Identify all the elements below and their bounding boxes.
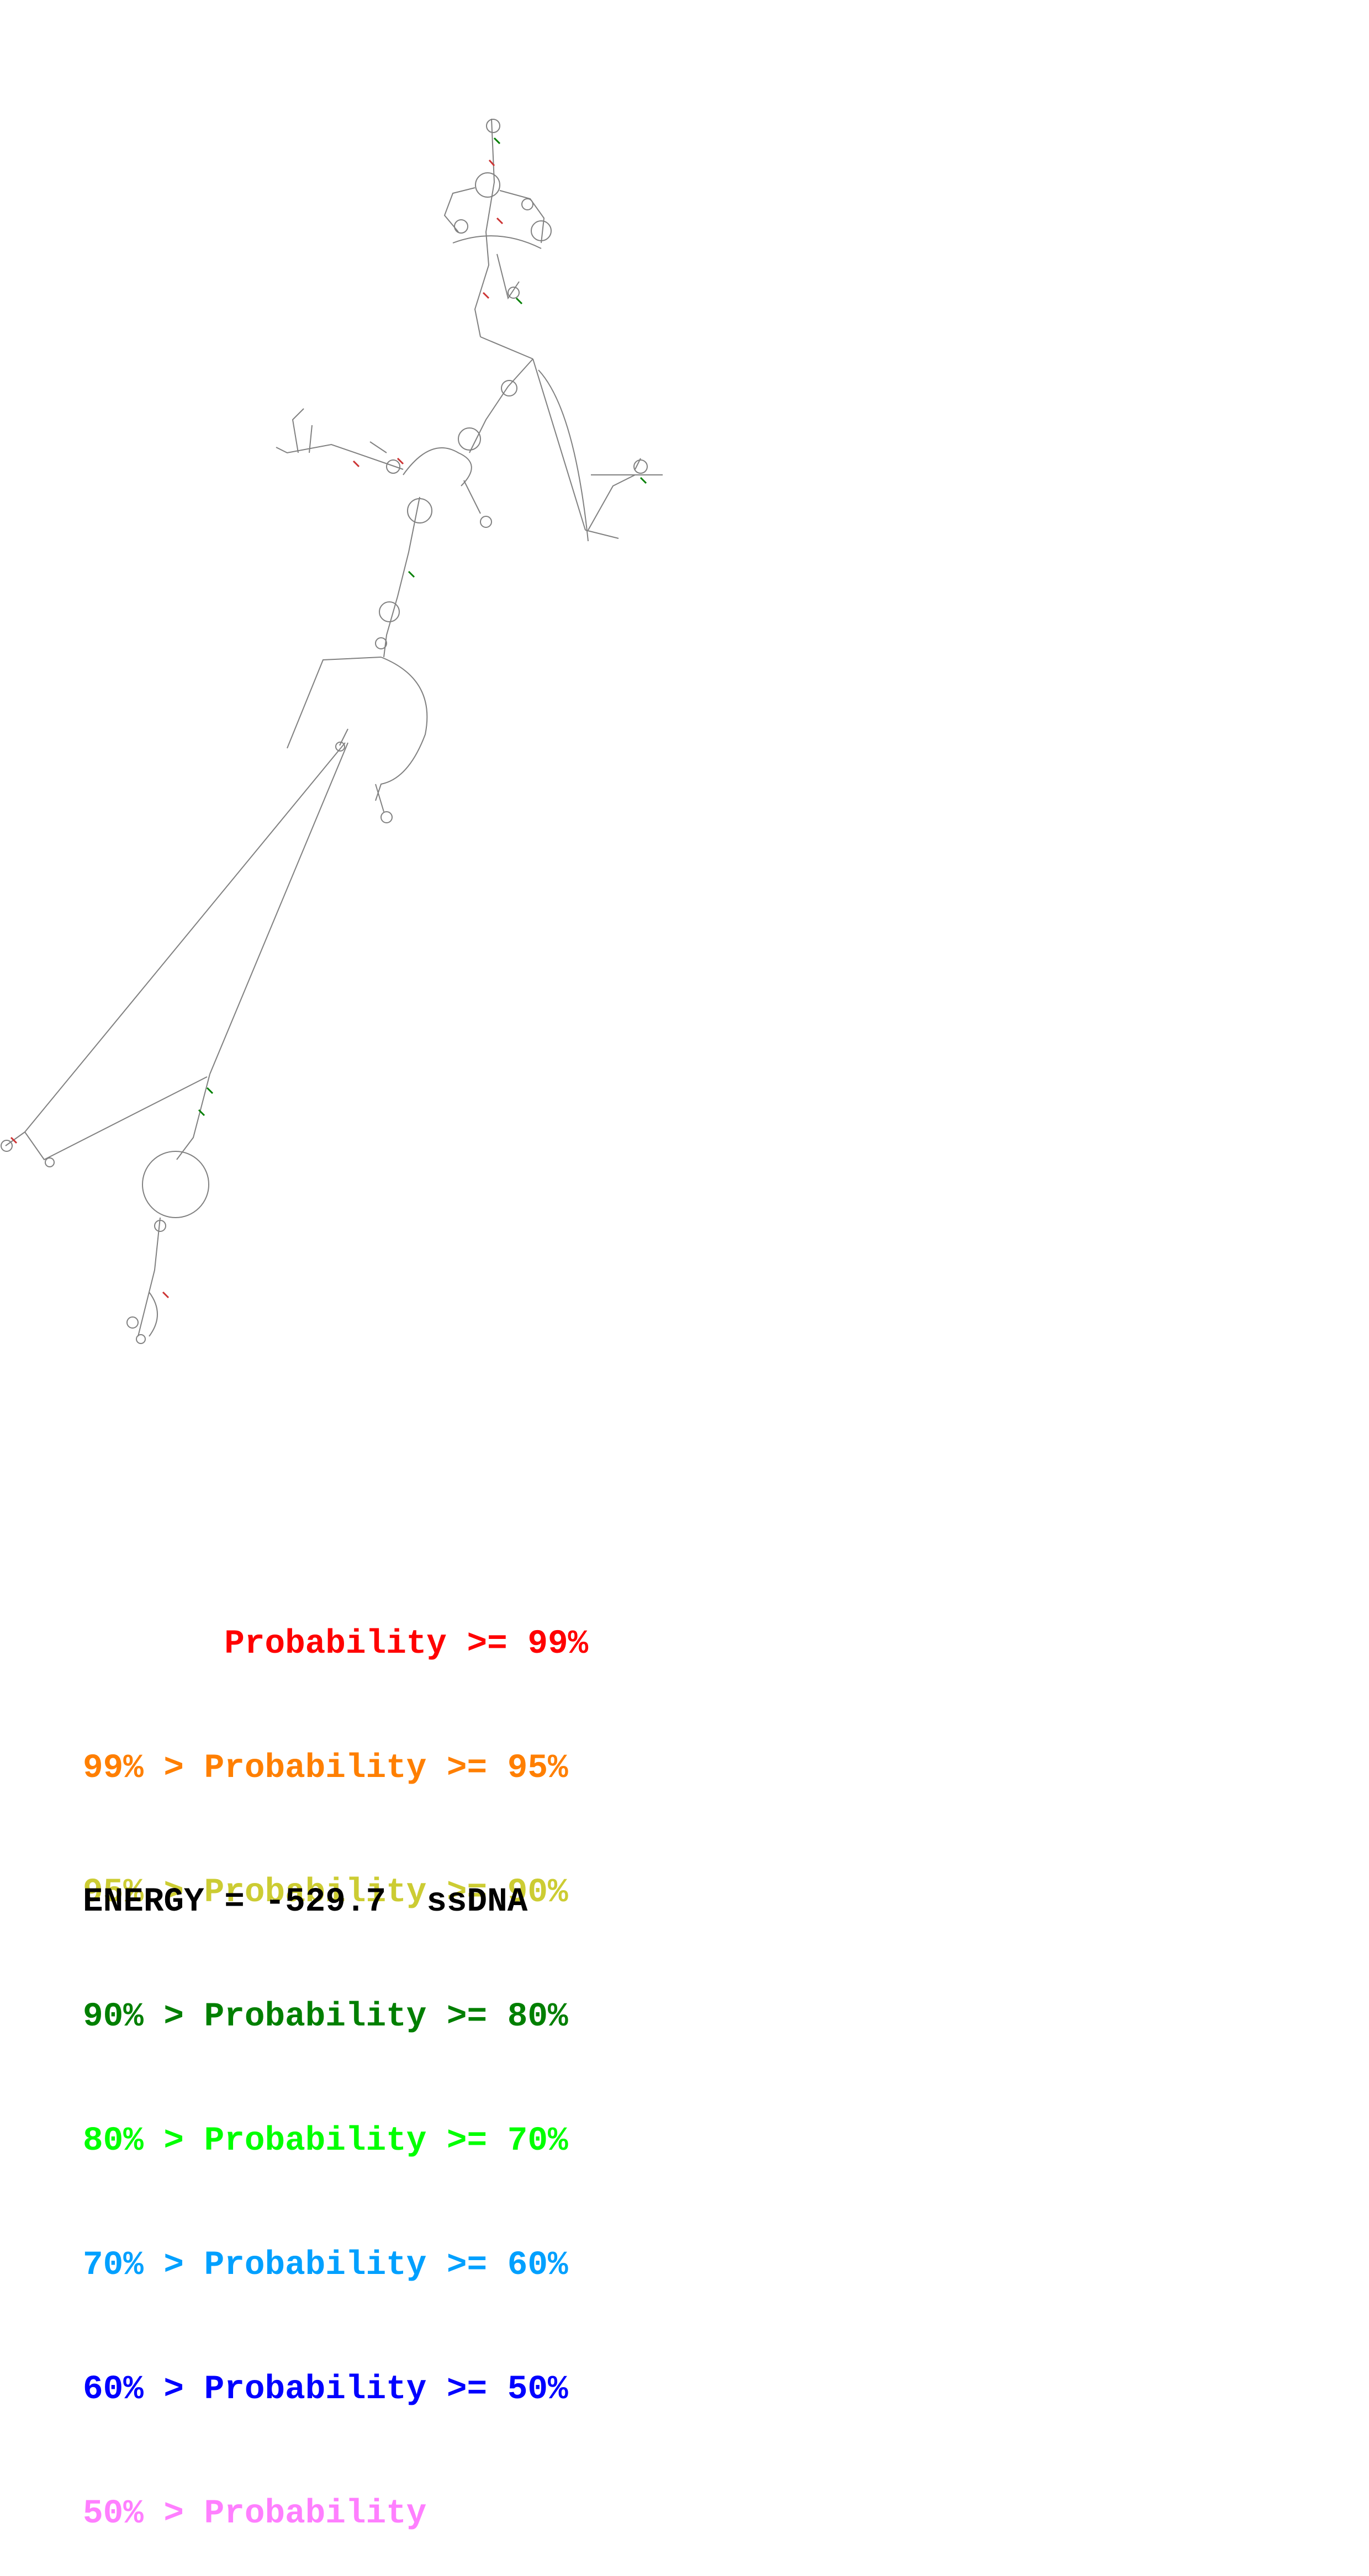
bottom-left-stem xyxy=(5,1131,25,1146)
long-arm-right xyxy=(209,742,348,1075)
right-small-loop xyxy=(480,516,492,528)
lower-right-loop xyxy=(380,811,393,823)
lower-left-arm xyxy=(287,657,382,749)
central-loop-3 xyxy=(375,637,387,649)
right-branch xyxy=(588,458,663,531)
upper-internal-loop xyxy=(475,172,500,198)
bottom-loop-3 xyxy=(136,1334,146,1344)
bottom-loop-1 xyxy=(154,1220,166,1232)
legend-row-95: 99% > Probability >= 95% xyxy=(83,1748,588,1789)
legend-row-90: 95% > Probability >= 90% xyxy=(83,1872,588,1913)
upper-right-small-loop xyxy=(521,198,533,210)
right-branch-loop xyxy=(633,459,648,474)
top-stem xyxy=(474,118,495,337)
right-lower-branch xyxy=(585,530,619,539)
high-probability-pairs xyxy=(10,159,504,1299)
central-multiloop xyxy=(403,447,472,486)
left-branch-arm-2 xyxy=(309,425,387,453)
legend-row-60: 70% > Probability >= 60% xyxy=(83,2245,588,2286)
legend-text: Probability >= 70% xyxy=(204,2122,568,2160)
upper-right-loop xyxy=(531,220,552,241)
legend-prefix: 50% > xyxy=(83,2495,204,2533)
legend-row-50: 60% > Probability >= 50% xyxy=(83,2369,588,2410)
legend-text: Probability xyxy=(204,2495,427,2533)
bottom-loop-2 xyxy=(126,1316,139,1329)
bottom-left-loop xyxy=(1,1140,13,1152)
left-long-arm xyxy=(276,443,404,470)
junction-loop-1 xyxy=(501,380,517,396)
legend-row-80: 90% > Probability >= 80% xyxy=(83,1996,588,2038)
mid-probability-pairs xyxy=(198,137,647,1117)
legend-prefix: 60% > xyxy=(83,2371,204,2409)
legend-text: Probability >= 99% xyxy=(224,1625,589,1663)
lower-right-arm xyxy=(375,784,384,812)
legend-prefix: 99% > xyxy=(83,1749,204,1787)
left-branch-arm xyxy=(292,408,304,453)
left-branch-loop xyxy=(386,459,400,474)
legend-text: Probability >= 50% xyxy=(204,2371,568,2409)
upper-right-arm xyxy=(499,190,545,244)
energy-line: ENERGY = -529.7 ssDNA xyxy=(83,1883,527,1921)
legend-prefix: 70% > xyxy=(83,2246,204,2284)
lower-mid-stem xyxy=(339,728,348,746)
bottom-connector-loop xyxy=(45,1157,55,1167)
upper-link xyxy=(480,336,533,359)
central-loop-1 xyxy=(407,498,432,523)
long-arm-left xyxy=(24,742,346,1133)
legend-prefix: 90% > xyxy=(83,1998,204,2036)
upper-crossing-arc xyxy=(452,235,542,249)
energy-label: ENERGY = xyxy=(83,1883,265,1921)
bottom-connector xyxy=(24,1076,208,1161)
right-arc xyxy=(538,369,589,542)
lower-mid-loop xyxy=(335,742,345,752)
bottom-multiloop xyxy=(142,1151,209,1218)
junction-stem xyxy=(469,358,533,453)
upper-left-arm xyxy=(443,187,475,232)
right-small-branch xyxy=(463,480,481,514)
junction-loop-2 xyxy=(458,427,481,451)
legend-row-below-50: 50% > Probability xyxy=(83,2493,588,2535)
legend-prefix: 95% > xyxy=(83,1874,204,1912)
energy-value: -529.7 xyxy=(265,1883,387,1921)
upper-left-loop xyxy=(454,219,468,234)
top-loop xyxy=(486,119,500,133)
molecule-type: ssDNA xyxy=(426,1883,528,1921)
legend-prefix: 80% > xyxy=(83,2122,204,2160)
legend-prefix xyxy=(83,1625,224,1663)
bottom-right-hook xyxy=(149,1292,158,1337)
legend-text: Probability >= 95% xyxy=(204,1749,568,1787)
upper-branch-mid-loop xyxy=(508,287,520,299)
legend-text: Probability >= 80% xyxy=(204,1998,568,2036)
legend-text: Probability >= 90% xyxy=(204,1874,568,1912)
legend-text: Probability >= 60% xyxy=(204,2246,568,2284)
long-right-arm xyxy=(532,358,586,531)
central-descending-stem xyxy=(383,496,420,658)
central-loop-2 xyxy=(379,601,400,622)
lower-multiloop xyxy=(375,657,428,801)
probability-legend: Probability >= 99% 99% > Probability >= … xyxy=(83,1541,588,2576)
legend-row-70: 80% > Probability >= 70% xyxy=(83,2120,588,2162)
secondary-structure-diagram xyxy=(1,118,663,1344)
bottom-stem xyxy=(176,1073,210,1160)
legend-row-99: Probability >= 99% xyxy=(83,1623,588,1665)
